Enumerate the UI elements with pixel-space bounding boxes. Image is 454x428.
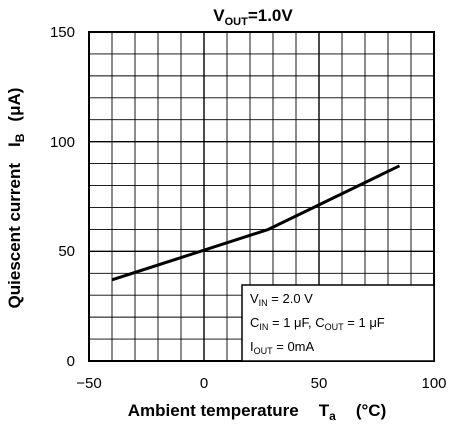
- series-line: [111, 164, 401, 282]
- y-tick-label: 50: [58, 243, 75, 260]
- x-tick-label: 0: [200, 375, 208, 392]
- y-tick-label: 150: [50, 24, 75, 41]
- x-axis-label: Ambient temperature Ta (°C): [128, 401, 386, 423]
- x-tick-label: −50: [76, 375, 101, 392]
- annotation-line: CIN = 1 μF, COUT = 1 μF: [250, 315, 385, 332]
- annotation-line: IOUT = 0mA: [250, 339, 314, 356]
- y-tick-labels: 0 50 100 150: [50, 24, 75, 370]
- annotation-line: VIN = 2.0 V: [250, 291, 313, 308]
- y-tick-label: 0: [67, 353, 75, 370]
- annotation-frame: [241, 284, 435, 362]
- y-tick-label: 100: [50, 134, 75, 151]
- x-tick-labels: −50 0 50 100: [76, 375, 446, 392]
- x-tick-label: 50: [311, 375, 328, 392]
- x-tick-label: 100: [421, 375, 446, 392]
- y-axis-label: Quiescent currentIB(μA): [5, 88, 27, 309]
- chart-title: VOUT=1.0V: [213, 6, 293, 28]
- annotation-box: VIN = 2.0 V CIN = 1 μF, COUT = 1 μF IOUT…: [241, 284, 435, 362]
